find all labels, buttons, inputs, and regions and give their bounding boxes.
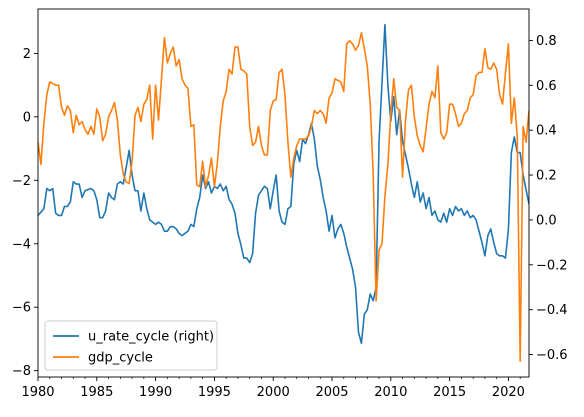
x-axis: 1980 1985 1990 1995 2000 2005 2010 2015 2020 xyxy=(21,377,525,400)
y-right-tick-label: 0.6 xyxy=(536,79,557,94)
y-left-tick-label: −6 xyxy=(12,301,31,316)
y-left-tick-label: 2 xyxy=(23,47,31,62)
y-axis-left: −8 −6 −4 −2 0 2 xyxy=(12,47,38,379)
y-right-tick-label: 0.8 xyxy=(536,34,557,49)
y-right-tick-label: 0.4 xyxy=(536,124,557,139)
x-tick-label: 1980 xyxy=(21,385,54,400)
y-right-tick-label: −0.4 xyxy=(536,303,568,318)
plot-area xyxy=(37,8,530,378)
y-left-tick-label: 0 xyxy=(23,110,31,125)
legend: u_rate_cycle (right) gdp_cycle xyxy=(44,320,218,371)
y-right-tick-label: 0.2 xyxy=(536,169,557,184)
series-line-1 xyxy=(38,31,529,362)
legend-label-0: u_rate_cycle (right) xyxy=(88,330,214,345)
y-left-tick-label: −4 xyxy=(12,237,31,252)
legend-frame xyxy=(44,320,218,371)
plot-frame xyxy=(37,8,530,378)
y-left-tick-label: −2 xyxy=(12,174,31,189)
y-right-tick-label: −0.2 xyxy=(536,258,568,273)
x-tick-label: 1995 xyxy=(198,385,231,400)
x-tick-label: 1985 xyxy=(80,385,113,400)
x-tick-label: 2010 xyxy=(374,385,407,400)
x-tick-label: 2000 xyxy=(257,385,290,400)
x-tick-label: 2020 xyxy=(492,385,525,400)
series-line-0 xyxy=(38,23,529,345)
y-right-tick-label: 0.0 xyxy=(536,213,557,228)
y-right-tick-label: −0.6 xyxy=(536,348,568,363)
x-tick-label: 2005 xyxy=(315,385,348,400)
x-tick-label: 1990 xyxy=(139,385,172,400)
y-axis-right: −0.6 −0.4 −0.2 0.0 0.2 0.4 0.6 0.8 xyxy=(529,34,568,363)
x-tick-label: 2015 xyxy=(433,385,466,400)
legend-label-1: gdp_cycle xyxy=(88,351,153,366)
y-left-tick-label: −8 xyxy=(12,364,31,379)
